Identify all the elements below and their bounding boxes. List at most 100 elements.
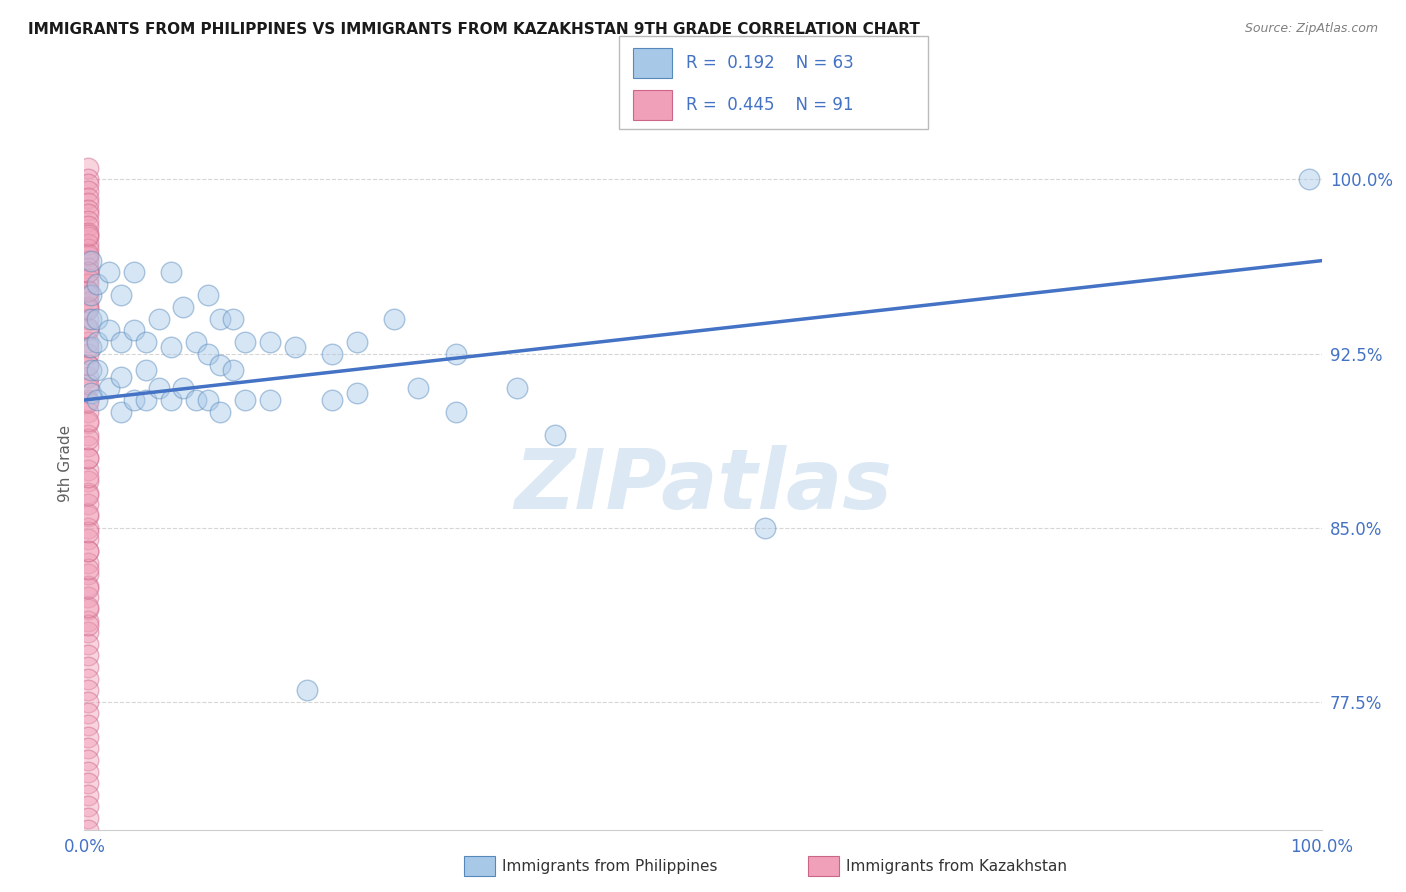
Point xyxy=(77,346,100,360)
Point xyxy=(77,498,100,512)
Point xyxy=(77,214,100,228)
Point xyxy=(77,730,100,744)
Point xyxy=(77,488,100,502)
Point xyxy=(77,525,100,540)
Point xyxy=(197,346,219,360)
Point xyxy=(98,265,121,279)
Point xyxy=(77,272,100,286)
Point xyxy=(110,404,132,418)
Point xyxy=(77,284,100,298)
Point xyxy=(77,544,100,558)
Point xyxy=(79,340,101,354)
Point xyxy=(77,764,100,779)
Point xyxy=(77,202,100,217)
Point xyxy=(77,184,100,198)
Text: IMMIGRANTS FROM PHILIPPINES VS IMMIGRANTS FROM KAZAKHSTAN 9TH GRADE CORRELATION : IMMIGRANTS FROM PHILIPPINES VS IMMIGRANT… xyxy=(28,22,920,37)
Point xyxy=(77,277,100,291)
Point xyxy=(77,811,100,825)
Point xyxy=(172,300,194,314)
Point xyxy=(122,323,145,337)
Point xyxy=(77,226,100,240)
Point xyxy=(408,381,430,395)
Point xyxy=(77,469,100,483)
Point xyxy=(77,381,100,395)
Point xyxy=(77,265,100,279)
Point xyxy=(77,265,100,279)
Point xyxy=(77,207,100,221)
Point xyxy=(148,311,170,326)
Point xyxy=(77,591,100,605)
Point xyxy=(77,562,100,576)
Point xyxy=(259,392,281,407)
Point xyxy=(184,392,207,407)
Point xyxy=(444,346,467,360)
Point xyxy=(444,404,467,418)
Text: R =  0.445    N = 91: R = 0.445 N = 91 xyxy=(686,96,853,114)
Point xyxy=(77,416,100,430)
Point xyxy=(77,340,100,354)
Point xyxy=(346,334,368,349)
Point xyxy=(77,369,100,384)
Point xyxy=(77,463,100,477)
Point xyxy=(77,404,100,418)
Point xyxy=(321,346,343,360)
Point xyxy=(222,311,245,326)
Point xyxy=(77,648,100,663)
Point xyxy=(160,340,183,354)
Point xyxy=(98,381,121,395)
Point xyxy=(98,323,121,337)
Point xyxy=(77,799,100,814)
Point xyxy=(77,753,100,767)
Point xyxy=(77,395,100,409)
Point xyxy=(77,672,100,686)
Point xyxy=(77,427,100,442)
Point xyxy=(77,450,100,465)
Point xyxy=(86,392,108,407)
Point xyxy=(122,392,145,407)
Point xyxy=(77,260,100,275)
Point xyxy=(110,288,132,302)
Point xyxy=(77,579,100,593)
Text: ZIPatlas: ZIPatlas xyxy=(515,445,891,526)
Point xyxy=(77,246,100,260)
Point xyxy=(754,521,776,535)
Point xyxy=(77,614,100,628)
Point xyxy=(77,228,100,243)
Point xyxy=(77,172,100,186)
Point xyxy=(77,358,100,372)
Point xyxy=(77,433,100,447)
Point xyxy=(77,249,100,263)
Point xyxy=(1298,172,1320,186)
Point xyxy=(77,521,100,535)
Point xyxy=(197,392,219,407)
Point xyxy=(79,363,101,377)
Point xyxy=(543,427,565,442)
Point xyxy=(110,369,132,384)
Point xyxy=(77,475,100,489)
Point xyxy=(77,637,100,651)
Point xyxy=(284,340,307,354)
Point xyxy=(197,288,219,302)
Point xyxy=(346,386,368,401)
Point xyxy=(77,776,100,790)
Point xyxy=(135,363,157,377)
Point xyxy=(86,311,108,326)
Point xyxy=(77,195,100,210)
Point xyxy=(295,683,318,698)
Point xyxy=(77,242,100,256)
Point xyxy=(77,486,100,500)
Point xyxy=(77,602,100,616)
Point xyxy=(79,288,101,302)
Point xyxy=(77,660,100,674)
Text: Immigrants from Kazakhstan: Immigrants from Kazakhstan xyxy=(846,859,1067,873)
Point xyxy=(160,265,183,279)
Point xyxy=(135,334,157,349)
Point xyxy=(160,392,183,407)
Point xyxy=(77,439,100,453)
Point xyxy=(77,788,100,802)
Point xyxy=(233,392,256,407)
Point xyxy=(77,253,100,268)
Y-axis label: 9th Grade: 9th Grade xyxy=(58,425,73,502)
Point xyxy=(77,450,100,465)
Point xyxy=(77,822,100,837)
